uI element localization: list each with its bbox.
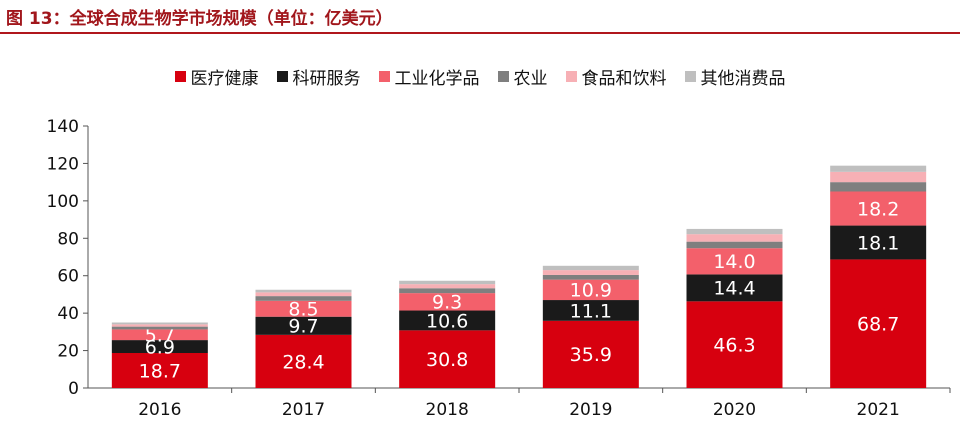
- data-label-2016-series-0: 18.7: [139, 360, 181, 382]
- data-label-2019-series-2: 10.9: [570, 280, 612, 302]
- bar-2020-series-3: [686, 241, 783, 249]
- bar-2019-series-3: [542, 274, 639, 280]
- data-label-2019-series-1: 11.1: [570, 300, 612, 322]
- bar-2017-series-5: [255, 289, 352, 293]
- legend-item-5: 其他消费品: [684, 64, 786, 89]
- bar-2021-series-5: [830, 165, 927, 172]
- legend-item-4: 食品和饮料: [565, 64, 667, 89]
- legend-item-3: 农业: [497, 64, 548, 89]
- legend-item-0: 医疗健康: [174, 64, 259, 89]
- bar-2016-series-3: [111, 326, 208, 330]
- bar-2017-series-1: [255, 316, 352, 335]
- bar-2017-series-0: [255, 334, 352, 388]
- bar-2019-series-5: [542, 265, 639, 271]
- data-label-2017-series-2: 8.5: [288, 299, 318, 321]
- bar-2020-series-2: [686, 248, 783, 275]
- bar-2018-series-0: [399, 330, 496, 388]
- x-tick-label-2017: 2017: [282, 400, 325, 420]
- bar-2018-series-3: [399, 288, 496, 294]
- legend-label-3: 农业: [513, 69, 548, 89]
- legend-label-5: 其他消费品: [700, 69, 786, 89]
- bar-2020-series-1: [686, 274, 783, 302]
- x-tick-label-2018: 2018: [426, 400, 469, 420]
- y-tick-label-5: 100: [47, 192, 79, 212]
- data-label-2018-series-1: 10.6: [426, 310, 468, 332]
- y-tick-label-2: 40: [57, 304, 79, 324]
- bar-2019-series-2: [542, 279, 639, 301]
- data-label-2021-series-2: 18.2: [857, 198, 899, 220]
- data-label-2016-series-2: 5.7: [145, 325, 175, 347]
- bar-2018-series-2: [399, 293, 496, 311]
- bar-2019-series-4: [542, 270, 639, 275]
- bar-2021-series-2: [830, 191, 927, 226]
- bar-2021-series-1: [830, 225, 927, 260]
- data-label-2021-series-0: 68.7: [857, 314, 899, 336]
- bar-2018-series-4: [399, 284, 496, 289]
- data-label-2018-series-0: 30.8: [426, 349, 468, 371]
- legend-label-1: 科研服务: [292, 69, 361, 89]
- data-label-2020-series-2: 14.0: [713, 251, 755, 273]
- bar-2021-series-4: [830, 171, 927, 183]
- bar-2021-series-3: [830, 182, 927, 192]
- bar-2017-series-4: [255, 292, 352, 297]
- bar-2020-series-5: [686, 228, 783, 235]
- x-tick-label-2020: 2020: [713, 400, 756, 420]
- legend-swatch-3: [497, 71, 509, 82]
- legend-swatch-1: [276, 71, 288, 82]
- legend-swatch-0: [174, 71, 186, 82]
- bar-2018-series-5: [399, 280, 496, 285]
- y-tick-label-0: 0: [68, 379, 79, 399]
- legend-swatch-2: [378, 71, 390, 82]
- bar-2020-series-4: [686, 234, 783, 242]
- bar-2016-series-2: [111, 329, 208, 341]
- y-tick-label-6: 120: [47, 154, 79, 174]
- y-tick-label-1: 20: [57, 342, 79, 362]
- legend-label-2: 工业化学品: [394, 69, 480, 89]
- bar-2016-series-0: [111, 353, 208, 388]
- y-tick-label-4: 80: [57, 229, 79, 249]
- bar-2020-series-0: [686, 301, 783, 388]
- data-label-2018-series-2: 9.3: [432, 292, 462, 314]
- bar-2017-series-2: [255, 300, 352, 317]
- y-tick-label-3: 60: [57, 267, 79, 287]
- data-label-2020-series-1: 14.4: [713, 278, 755, 300]
- x-tick-label-2019: 2019: [569, 400, 612, 420]
- y-tick-label-7: 140: [47, 117, 79, 137]
- bar-2021-series-0: [830, 259, 927, 388]
- bar-2018-series-1: [399, 310, 496, 331]
- legend: 医疗健康 科研服务 工业化学品 农业 食品和饮料 其他消费品: [0, 64, 960, 89]
- legend-swatch-5: [684, 71, 696, 82]
- data-label-2016-series-1: 6.9: [145, 336, 175, 358]
- bar-2016-series-1: [111, 340, 208, 354]
- bar-2016-series-4: [111, 324, 208, 327]
- data-label-2021-series-1: 18.1: [857, 232, 899, 254]
- bar-2019-series-1: [542, 300, 639, 321]
- figure-title: 图 13：全球合成生物学市场规模（单位：亿美元）: [6, 9, 393, 29]
- data-label-2019-series-0: 35.9: [570, 344, 612, 366]
- bar-2016-series-5: [111, 322, 208, 325]
- legend-label-4: 食品和饮料: [581, 69, 667, 89]
- legend-swatch-4: [565, 71, 577, 82]
- data-label-2020-series-0: 46.3: [713, 335, 755, 357]
- title-rule: [0, 32, 960, 34]
- data-label-2017-series-1: 9.7: [288, 316, 318, 338]
- bar-2019-series-0: [542, 320, 639, 388]
- x-tick-label-2016: 2016: [138, 400, 181, 420]
- legend-item-1: 科研服务: [276, 64, 361, 89]
- x-tick-label-2021: 2021: [857, 400, 900, 420]
- legend-item-2: 工业化学品: [378, 64, 480, 89]
- data-label-2017-series-0: 28.4: [282, 351, 324, 373]
- bar-2017-series-3: [255, 296, 352, 301]
- legend-label-0: 医疗健康: [190, 69, 259, 89]
